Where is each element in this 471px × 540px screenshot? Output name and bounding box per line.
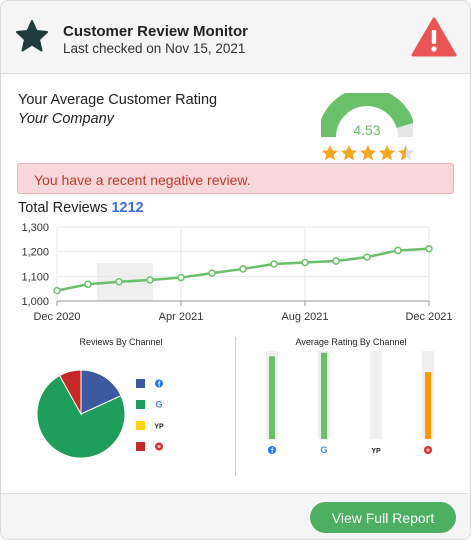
data-point — [115, 278, 123, 286]
svg-text:YP: YP — [371, 448, 381, 455]
other-icon — [424, 446, 432, 454]
pie-slice — [36, 374, 126, 459]
svg-text:G: G — [320, 445, 327, 455]
alert-text: You have a recent negative review. — [34, 172, 251, 188]
rating-star-icon — [322, 145, 338, 161]
bar-track — [370, 351, 382, 439]
facebook-icon: f — [268, 446, 276, 455]
rating-star-icon — [360, 145, 376, 161]
reviews-by-channel-chart: Reviews By Channel f G YP — [36, 337, 164, 459]
yelp-icon: YP — [371, 448, 381, 455]
data-point — [239, 265, 247, 273]
data-point — [394, 246, 402, 255]
legend-swatch — [136, 442, 145, 451]
x-tick-label: Apr 2021 — [159, 311, 204, 323]
y-tick-label: 1,100 — [21, 271, 49, 283]
data-point — [301, 258, 309, 267]
chart-divider — [235, 337, 236, 476]
svg-text:f: f — [271, 448, 274, 455]
star-rating — [322, 145, 414, 161]
legend-swatch — [136, 421, 145, 430]
svg-text:f: f — [158, 381, 161, 388]
star-icon — [16, 20, 48, 52]
data-point — [177, 273, 185, 282]
rating-star-icon — [341, 145, 357, 161]
rating-star-icon — [379, 145, 395, 161]
pie-chart-title: Reviews By Channel — [79, 337, 162, 347]
other-icon — [155, 442, 163, 451]
gauge-fill — [321, 93, 413, 138]
bar-chart-title: Average Rating By Channel — [296, 337, 407, 347]
svg-text:G: G — [155, 400, 162, 410]
data-point — [363, 253, 371, 261]
y-tick-label: 1,300 — [21, 222, 49, 234]
rating-star-icon — [398, 145, 414, 161]
y-tick-label: 1,200 — [21, 247, 49, 259]
data-point — [84, 280, 92, 288]
alert-triangle-icon[interactable] — [411, 16, 457, 58]
rating-heading: Your Average Customer Rating — [18, 92, 218, 108]
y-tick-label: 1,000 — [21, 296, 49, 308]
total-reviews-count: 1212 — [111, 200, 144, 216]
google-icon: G — [320, 445, 327, 455]
x-tick-label: Dec 2020 — [33, 311, 80, 323]
data-point — [53, 286, 61, 295]
google-icon: G — [155, 400, 162, 410]
x-tick-label: Dec 2021 — [405, 311, 452, 323]
pie-slice — [80, 369, 122, 415]
app-title: Customer Review Monitor — [63, 23, 249, 40]
total-reviews: Total Reviews 1212 — [18, 200, 144, 216]
x-tick-label: Aug 2021 — [281, 311, 328, 323]
legend-swatch — [136, 400, 145, 409]
rating-gauge — [321, 93, 413, 138]
data-point — [425, 244, 433, 253]
last-checked-text: Last checked on Nov 15, 2021 — [63, 41, 246, 56]
data-point — [332, 257, 340, 265]
bar — [321, 352, 327, 439]
bar — [269, 356, 275, 439]
footer: View Full Report — [1, 493, 470, 539]
total-reviews-label: Total Reviews — [18, 200, 108, 216]
data-point — [146, 276, 154, 284]
pie-slice — [58, 369, 82, 416]
data-point — [270, 260, 278, 268]
svg-text:YP: YP — [154, 424, 164, 431]
yelp-icon: YP — [154, 424, 164, 431]
bar — [425, 372, 431, 439]
header: Customer Review Monitor Last checked on … — [1, 1, 470, 74]
legend-swatch — [136, 379, 145, 388]
negative-review-alert[interactable]: You have a recent negative review. — [17, 163, 454, 194]
data-point — [208, 269, 216, 277]
company-name: Your Company — [18, 111, 114, 127]
rating-by-channel-chart: Average Rating By Channel f G YP — [266, 337, 434, 455]
rating-value: 4.53 — [353, 122, 381, 138]
facebook-icon: f — [155, 379, 163, 388]
total-reviews-line-chart: 1,000 1,100 1,200 1,300 Dec 2020 Apr 2021 Aug … — [21, 222, 452, 323]
view-full-report-button[interactable]: View Full Report — [310, 502, 456, 533]
